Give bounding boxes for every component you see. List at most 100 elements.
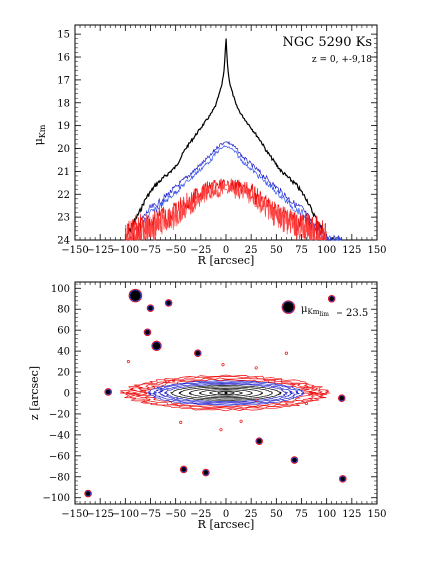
plot1-y-label-main: μ — [32, 138, 45, 145]
plot2-y-tick-label: 40 — [57, 347, 70, 358]
plot2-y-tick-label: −40 — [49, 430, 70, 441]
plot2-star — [203, 470, 209, 475]
plot2-y-tick-label: −60 — [49, 451, 70, 462]
plot1-y-tick-label: 24 — [57, 236, 70, 247]
plot2-star — [339, 396, 344, 401]
plot2-y-tick-label: −100 — [43, 493, 70, 504]
plot2-contours — [119, 374, 331, 412]
plot2-annotation-subsub: lim — [319, 311, 329, 318]
plot2-y-tick-label: 80 — [57, 305, 70, 316]
plot1-y-tick-label: 19 — [57, 121, 70, 132]
plot2-contour — [198, 389, 254, 397]
plot2-faint-source — [172, 378, 176, 382]
plot2-x-tick-label: −25 — [190, 509, 211, 520]
plot2-star — [152, 342, 161, 350]
plot2-contour — [151, 381, 300, 405]
plot2-x-tick-label: 75 — [295, 509, 308, 520]
plot2-contour — [119, 374, 331, 412]
plot2-contour — [139, 378, 314, 408]
plot2-contour — [125, 376, 324, 410]
plot2-contour — [163, 383, 288, 403]
surface-brightness-profile-chart: −150−125−100 −75 −50 −25 0 25 50 75 100 125 150 15… — [32, 24, 387, 267]
plot2-contour — [178, 386, 273, 400]
plot2-annotation-sub: Km — [308, 308, 320, 316]
plot1-x-tick-label: 50 — [270, 245, 283, 256]
plot1-x-tick-label: −125 — [86, 245, 113, 256]
plot2-y-tick-label: 20 — [57, 368, 70, 379]
plot1-series — [124, 38, 342, 242]
plot1-series-line — [124, 38, 336, 241]
plot1-y-tick-label: 20 — [57, 144, 70, 155]
plot1-y-tick-label: 16 — [57, 53, 70, 64]
plot2-contour — [157, 382, 295, 404]
plot1-x-tick-label: 25 — [245, 245, 258, 256]
plot2-faint-source — [126, 360, 130, 364]
plot1-y-tick-label: 17 — [57, 75, 70, 86]
plot1-x-tick-label: 125 — [342, 245, 361, 256]
plot2-stars — [84, 288, 347, 498]
plot2-x-label: R [arcsec] — [198, 518, 255, 531]
plot2-x-tick-label: −150 — [61, 509, 88, 520]
plot2-star — [340, 476, 345, 482]
plot2-ticks — [74, 282, 378, 504]
plot1-x-tick-label: 75 — [295, 245, 308, 256]
plot2-star — [195, 351, 201, 356]
plot2-y-label: z [arcsec] — [28, 366, 41, 420]
plot2-x-tick-label: −100 — [112, 509, 139, 520]
plot2-y-tick-label: −80 — [49, 472, 70, 483]
plot2-contour — [209, 390, 244, 396]
plot2-star — [148, 305, 153, 311]
plot2-star — [85, 491, 91, 496]
plot2-nucleus — [224, 391, 228, 395]
plot2-faint-source — [219, 428, 223, 432]
plot2-star — [292, 457, 297, 463]
plot2-x-tick-label: −125 — [86, 509, 113, 520]
plot2-x-tick-label: −75 — [140, 509, 161, 520]
plot2-star — [166, 300, 171, 306]
plot2-faint-source — [284, 351, 288, 355]
plot1-y-tick-labels: 15 16 17 18 19 20 21 22 23 24 — [57, 30, 70, 247]
plot2-faint-source — [179, 420, 183, 424]
plot1-x-label: R [arcsec] — [198, 254, 255, 267]
plot2-x-tick-label: 0 — [223, 509, 229, 520]
plot2-y-tick-labels: 100 80 60 40 20 0 −20 −40 −60 −80 −100 — [43, 284, 70, 504]
plot1-x-tick-label: 100 — [317, 245, 336, 256]
plot2-x-tick-label: 125 — [342, 509, 361, 520]
plot2-faint-source — [221, 363, 225, 367]
plot2-contour — [188, 387, 263, 399]
plot2-star — [106, 389, 111, 395]
plot2-faint-source — [304, 401, 309, 406]
plot2-faint-source — [254, 366, 258, 370]
plot1-y-tick-label: 18 — [57, 98, 70, 109]
plot1-subtitle: z = 0, +-9,18 — [312, 55, 372, 65]
plot1-y-label-sub: Km — [38, 124, 47, 138]
plot2-y-tick-label: 60 — [57, 326, 70, 337]
plot2-contour — [169, 385, 282, 401]
plot2-annotation-label: μ — [301, 304, 308, 315]
plot1-x-tick-label: −50 — [165, 245, 186, 256]
plot2-contour — [146, 380, 305, 406]
plot2-annotation-value: 23.5 — [346, 308, 368, 319]
plot1-x-tick-label: −25 — [190, 245, 211, 256]
plot1-x-tick-label: −150 — [61, 245, 88, 256]
plot2-x-tick-label: 100 — [317, 509, 336, 520]
isophote-contour-map: −150−125−100 −75 −50 −25 0 25 50 75 100 125 150 10… — [28, 281, 387, 531]
plot2-star — [283, 301, 294, 313]
plot2-x-tick-label: 50 — [270, 509, 283, 520]
plot1-series-line — [130, 140, 342, 242]
plot2-star — [181, 467, 186, 472]
plot1-x-tick-labels: −150−125−100 −75 −50 −25 0 25 50 75 100 125 150 — [61, 245, 386, 256]
plot2-star — [257, 438, 262, 444]
plot1-x-tick-label: −100 — [112, 245, 139, 256]
plot1-y-tick-label: 15 — [57, 30, 70, 41]
plot1-y-tick-label: 21 — [57, 167, 70, 178]
plot2-x-tick-labels: −150−125−100 −75 −50 −25 0 25 50 75 100 125 150 — [61, 509, 386, 520]
plot1-x-tick-label: 150 — [367, 245, 386, 256]
plot2-annotation: μKmlim — [301, 304, 329, 318]
plot2-star — [145, 330, 150, 335]
plot1-title: NGC 5290 Ks — [283, 35, 372, 50]
plot1-y-tick-label: 22 — [57, 190, 70, 201]
plot2-x-tick-label: 25 — [245, 509, 258, 520]
plot1-x-tick-label: 0 — [223, 245, 229, 256]
